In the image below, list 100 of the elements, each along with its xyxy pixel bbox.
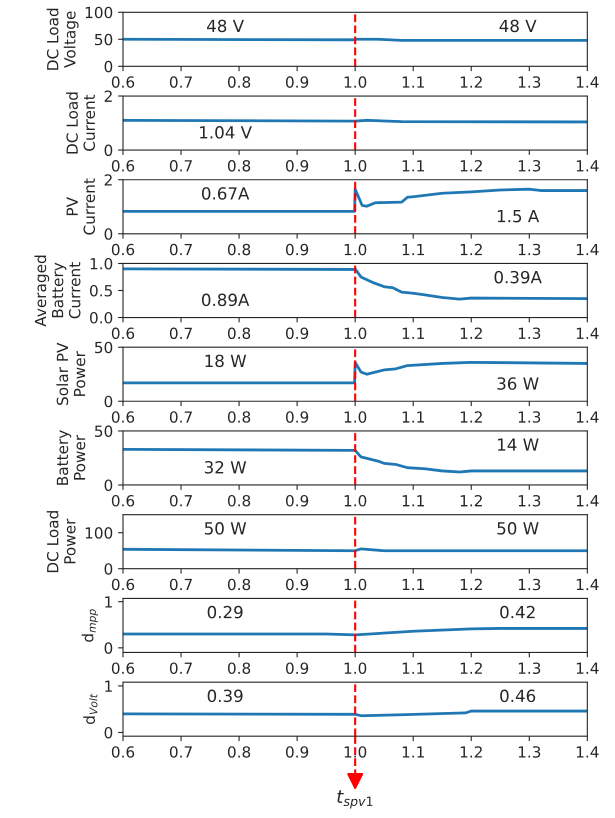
annotation: 48 V (500, 20, 536, 32)
x-tick-label: 1.2 (460, 746, 482, 758)
x-tick-label: 1.0 (344, 662, 366, 674)
x-tick-label: 1.3 (518, 578, 540, 590)
y-tick-label: 2 (104, 90, 112, 102)
x-tick-label: 1.4 (576, 328, 599, 339)
x-tick-label: 1.2 (460, 411, 482, 423)
x-tick-label: 0.9 (286, 76, 308, 88)
x-tick-label: 0.8 (228, 662, 250, 674)
x-tick-label: 0.8 (228, 328, 250, 340)
x-tick-label: 1.2 (460, 662, 482, 674)
x-tick-label: 0.6 (112, 578, 134, 590)
annotation: 0.89A (202, 294, 250, 306)
y-tick-label: 0 (104, 228, 112, 240)
x-tick-label: 0.7 (170, 160, 192, 172)
x-tick-label: 1.1 (402, 746, 424, 758)
x-tick-label: 0.8 (228, 160, 250, 172)
y-tick-label: 100 (86, 6, 112, 18)
annotation: 48 V (207, 20, 244, 32)
x-tick-label: 1.4 (576, 662, 599, 674)
x-tick-label: 1.4 (576, 578, 599, 590)
y-axis-title: Solar PV Power (56, 342, 86, 405)
x-tick-label: 1.1 (402, 411, 424, 423)
x-tick-label: 1.1 (402, 495, 424, 506)
x-tick-label: 0.9 (286, 494, 308, 507)
x-tick-label: 1.4 (576, 76, 599, 88)
x-tick-label: 1.1 (402, 328, 424, 339)
x-tick-label: 0.6 (112, 662, 134, 674)
x-tick-label: 0.7 (170, 494, 192, 507)
x-tick-label: 1.0 (344, 578, 366, 590)
x-tick-label: 0.8 (228, 494, 250, 507)
y-tick-label: 0 (104, 144, 112, 156)
x-tick-label: 1.4 (576, 495, 599, 506)
annotation: 0.67A (202, 187, 250, 200)
y-tick-label: 0 (104, 396, 112, 408)
x-tick-label: 1.4 (576, 411, 599, 423)
x-tick-label: 0.7 (170, 411, 192, 423)
x-tick-label: 0.8 (228, 411, 250, 423)
x-tick-label: 0.9 (286, 578, 308, 590)
y-tick-label: 0 (104, 563, 112, 575)
x-tick-label: 0.9 (286, 160, 308, 172)
annotation: 14 W (498, 438, 539, 451)
y-tick-label: 50 (95, 34, 112, 46)
y-axis-title: d$_{Volt}$ (83, 694, 98, 724)
x-tick-label: 1.2 (460, 160, 482, 172)
x-tick-label: 1.2 (460, 328, 482, 339)
x-tick-label: 0.6 (112, 746, 134, 758)
x-tick-label: 0.7 (170, 662, 192, 674)
x-tick-label: 1.2 (460, 494, 482, 506)
x-tick-label: 0.7 (170, 578, 192, 590)
x-tick-label: 0.7 (170, 746, 192, 758)
ref-line-label: t$_{spv1}$ (337, 790, 372, 808)
y-tick-label: 50 (95, 342, 112, 354)
x-tick-label: 0.8 (228, 244, 250, 256)
annotation: 0.39A (494, 270, 542, 284)
x-tick-label: 1.1 (402, 578, 424, 590)
x-tick-label: 0.9 (286, 746, 308, 758)
y-axis-title: Battery Power (56, 430, 86, 485)
x-tick-label: 1.3 (518, 244, 540, 256)
y-tick-label: 1.0 (90, 258, 112, 270)
x-tick-label: 0.9 (286, 411, 308, 423)
y-tick-label: 0 (104, 726, 112, 738)
x-tick-label: 1.0 (344, 411, 366, 423)
x-tick-label: 1.0 (344, 328, 366, 340)
x-tick-label: 1.3 (518, 328, 540, 340)
x-tick-label: 1.1 (402, 76, 424, 88)
x-tick-label: 1.3 (518, 411, 540, 423)
annotation: 0.42 (500, 606, 535, 618)
x-tick-label: 0.6 (112, 244, 134, 256)
y-tick-label: 0 (104, 60, 112, 72)
x-tick-label: 0.9 (286, 244, 308, 256)
x-tick-label: 0.6 (112, 328, 134, 340)
x-tick-label: 0.8 (228, 76, 250, 88)
x-tick-label: 0.7 (170, 328, 192, 340)
x-tick-label: 1.2 (460, 578, 482, 590)
x-tick-label: 0.8 (228, 578, 250, 590)
x-tick-label: 1.2 (460, 76, 482, 88)
x-tick-label: 1.1 (402, 244, 424, 256)
annotation: 50 W (497, 522, 539, 535)
y-tick-label: 0 (104, 642, 112, 654)
y-axis-title: DC Load Power (46, 511, 76, 572)
annotation: 0.29 (208, 606, 243, 618)
annotation: 36 W (497, 377, 539, 390)
x-tick-label: 1.3 (518, 76, 540, 88)
x-tick-label: 0.9 (286, 328, 308, 340)
x-tick-label: 1.3 (518, 494, 540, 507)
y-tick-label: 1 (105, 596, 112, 608)
x-tick-label: 0.6 (112, 76, 134, 88)
x-tick-label: 1.0 (344, 244, 366, 256)
y-tick-label: 0 (104, 479, 112, 492)
y-tick-label: 2 (104, 174, 112, 186)
x-tick-label: 1.4 (576, 746, 599, 758)
annotation: 0.39 (208, 690, 243, 702)
annotation: 50 W (204, 522, 246, 535)
x-tick-label: 0.6 (112, 494, 134, 507)
x-tick-label: 1.0 (344, 76, 366, 88)
annotation: 0.46 (500, 690, 536, 702)
annotation: 32 W (204, 461, 246, 474)
x-tick-label: 1.0 (344, 494, 366, 507)
x-tick-label: 0.9 (286, 662, 308, 674)
